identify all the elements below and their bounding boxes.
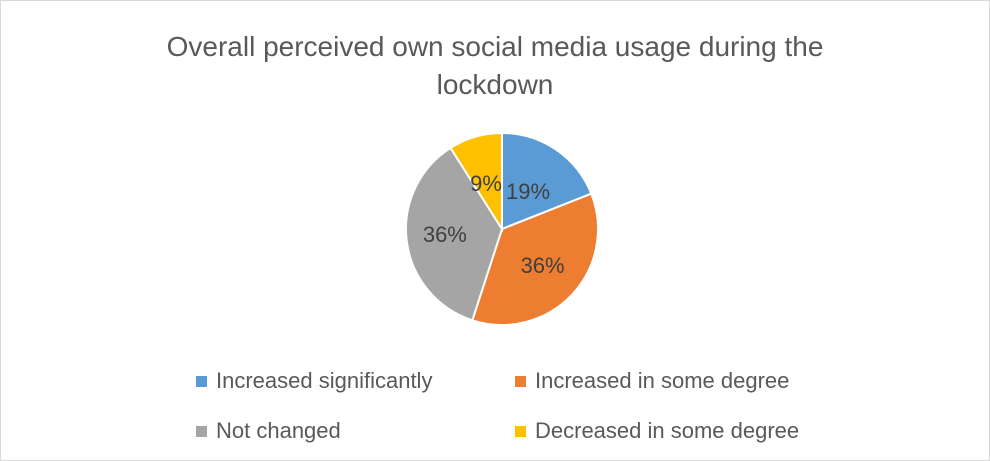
pie-data-label: 36% <box>423 222 467 247</box>
pie-slice-increased-in-some-degree <box>471 192 599 326</box>
chart-title-line-1: Overall perceived own social media usage… <box>166 31 824 62</box>
chart-title-line-2: lockdown <box>436 69 554 100</box>
pie-slice-decreased-in-some-degree <box>449 131 503 233</box>
pie-data-label: 36% <box>521 253 565 278</box>
pie-slice-increased-significantly <box>501 131 593 231</box>
chart-title: Overall perceived own social media usage… <box>0 28 990 104</box>
pie-slice-not-changed <box>405 146 504 322</box>
pie-data-label: 9% <box>470 171 502 196</box>
pie-data-label: 19% <box>506 179 550 204</box>
